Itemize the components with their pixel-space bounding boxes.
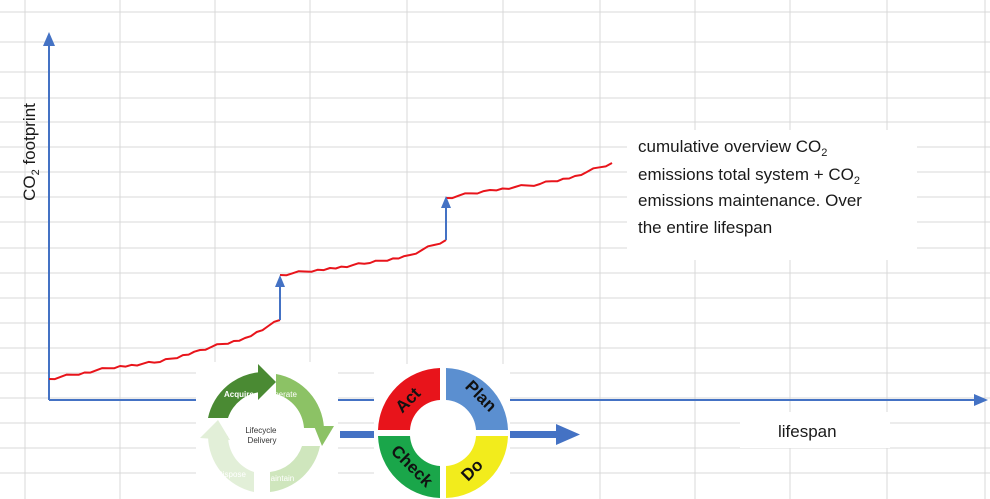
lifecycle-label-acquire: Acquire: [224, 390, 254, 399]
lifecycle-label-dispose: Dispose: [217, 470, 246, 479]
lifecycle-segment-operate: [276, 374, 324, 428]
lifecycle-segment-dispose: [208, 436, 254, 492]
pdca-segment-check: [378, 436, 440, 498]
lifecycle-segment-maintain: [270, 446, 320, 492]
x-axis-arrowhead: [974, 394, 988, 406]
connector-arrow-1: [340, 431, 376, 438]
annotation-box: [627, 130, 917, 260]
maintenance-step-arrow-2: [441, 196, 451, 240]
annotation-text: cumulative overview CO2 emissions total …: [638, 137, 867, 237]
lifecycle-label-operate: Operate: [268, 390, 297, 399]
lifecycle-segment-acquire: [208, 372, 262, 418]
lifecycle-delivery-cycle-icon: Acquire Operate Maintain Dispose Lifecyc…: [196, 362, 338, 499]
pdca-segment-act: [378, 368, 440, 430]
lifecycle-center-label: Lifecycle Delivery: [245, 426, 278, 445]
pdca-segment-plan: [446, 368, 508, 430]
pdca-segment-do: [446, 436, 508, 498]
connector-arrow-2: [510, 424, 580, 445]
maintenance-step-arrow-1: [275, 275, 285, 320]
y-axis-label: CO2 footprint: [20, 103, 42, 201]
y-axis-arrowhead: [43, 32, 55, 46]
pdca-cycle-icon: Act Plan Do Check: [374, 364, 510, 499]
lifecycle-label-maintain: Maintain: [264, 474, 294, 483]
cumulative-co2-line: [48, 162, 613, 381]
x-axis-label: lifespan: [778, 422, 837, 441]
